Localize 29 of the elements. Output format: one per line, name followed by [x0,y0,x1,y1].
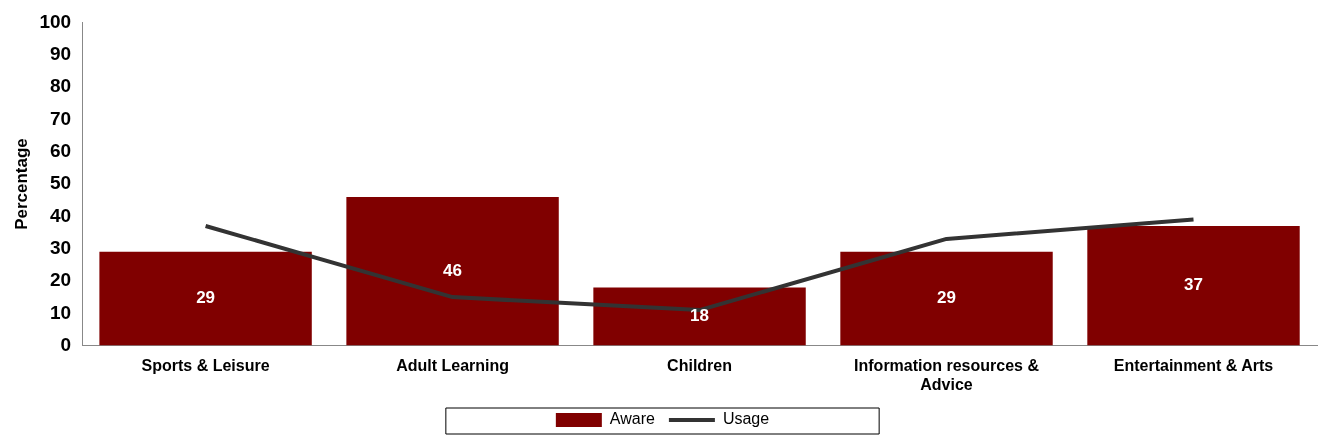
x-tick-label: Entertainment & Arts [1113,356,1274,374]
bar [346,196,559,346]
y-tick-label: 80 [49,75,72,97]
y-tick-label: 0 [60,333,72,355]
y-tick-label: 50 [49,172,72,194]
y-tick-label: 90 [49,42,72,64]
y-axis-title: Percentage [11,138,31,230]
data-label: 46 [443,260,463,280]
legend-label: Usage [722,410,770,428]
x-tick-label: Children [667,356,732,374]
bar [593,287,806,346]
y-tick-label: 10 [49,301,72,323]
data-label: 29 [196,288,216,308]
bar [840,251,1053,346]
bar [1087,226,1300,346]
y-tick-label: 100 [39,10,72,32]
y-tick-label: 40 [49,204,72,226]
x-tick-label: Sports & Leisure [141,356,270,374]
data-label: 37 [1184,275,1203,295]
data-label: 29 [937,288,956,308]
x-tick-label: Information resources & Advice [854,356,1040,393]
x-tick-label: Adult Learning [396,356,510,374]
y-tick-label: 70 [49,107,72,129]
y-tick-label: 60 [49,139,72,161]
y-tick-label: 30 [49,236,72,258]
legend-label: Aware [609,410,656,428]
y-tick-label: 20 [49,269,72,291]
bar [99,251,312,346]
data-label: 18 [690,306,710,326]
